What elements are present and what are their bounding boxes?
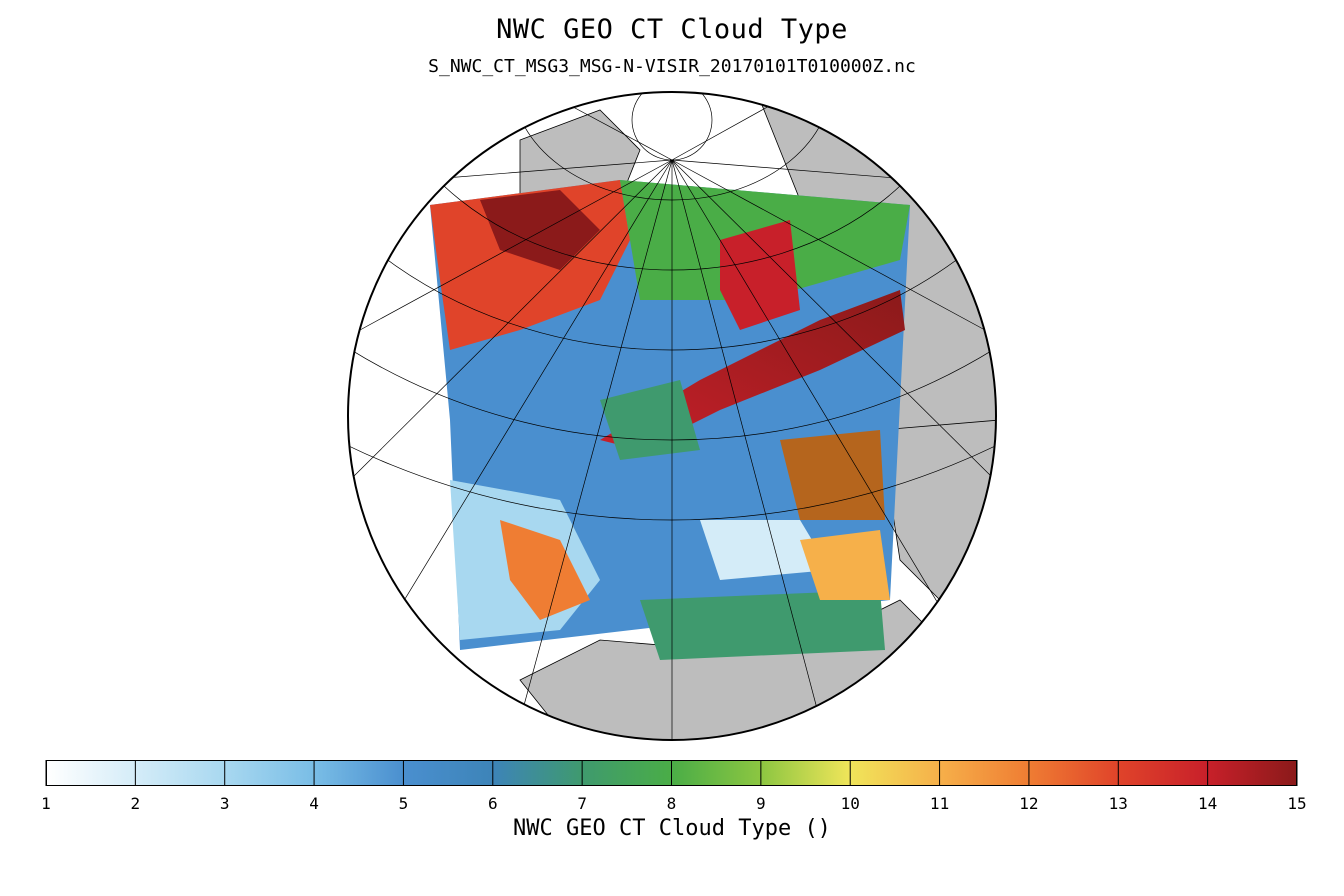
colorbar-tick-label: 14 <box>1198 794 1218 813</box>
colorbar-tick-label: 11 <box>929 794 950 813</box>
cloud-region-mediterranean <box>700 520 830 580</box>
figure-title: NWC GEO CT Cloud Type <box>496 14 848 45</box>
graticule-meridian <box>359 159 673 331</box>
graticule-meridian <box>671 159 986 331</box>
graticule-meridian <box>419 159 673 181</box>
colorbar <box>46 760 1297 786</box>
colorbar-tick-label: 12 <box>1019 794 1039 813</box>
colorbar-tick-labels: 1 2 3 4 5 6 7 8 9 10 11 12 13 14 15 <box>0 794 1344 814</box>
colorbar-tick-label: 5 <box>398 794 409 813</box>
colorbar-label: NWC GEO CT Cloud Type () <box>513 816 831 841</box>
colorbar-tick-label: 1 <box>41 794 51 813</box>
cloud-region-very-high <box>480 190 600 270</box>
graticule-meridian <box>349 159 673 481</box>
cloud-region-north-africa <box>640 590 885 660</box>
cloud-region-scandinavia <box>720 220 800 330</box>
cloud-region-balkans <box>800 530 890 600</box>
colorbar-tick-label: 4 <box>309 794 319 813</box>
cloud-region-central-europe <box>780 430 885 520</box>
map-disk <box>348 92 996 740</box>
colorbar-tick-label: 2 <box>130 794 141 813</box>
graticule-meridian <box>671 159 921 181</box>
graticule-meridian <box>671 159 821 721</box>
colorbar-tick-label: 3 <box>219 794 230 813</box>
colorbar-tick-label: 15 <box>1287 794 1307 813</box>
graticule-meridian <box>671 99 781 161</box>
colorbar-tick-label: 9 <box>756 794 766 813</box>
graticule-meridian <box>379 159 673 641</box>
colorbar-tick-label: 6 <box>487 794 498 813</box>
colorbar-tick-label: 13 <box>1108 794 1128 813</box>
graticule-meridian <box>671 159 961 641</box>
colorbar-tick-label: 10 <box>840 794 860 813</box>
graticule-meridian <box>559 99 673 161</box>
colorbar-tick-label: 7 <box>577 794 587 813</box>
cloud-type-field <box>430 180 910 660</box>
cloud-region-atlantic-convective <box>500 520 590 620</box>
graticule-meridian <box>671 159 996 481</box>
graticule-meridian <box>519 159 673 721</box>
figure-subtitle: S_NWC_CT_MSG3_MSG-N-VISIR_20170101T01000… <box>428 56 916 77</box>
map-disk-boundary <box>347 91 997 741</box>
colorbar-tick-label: 8 <box>666 794 677 813</box>
graticule <box>348 92 996 740</box>
